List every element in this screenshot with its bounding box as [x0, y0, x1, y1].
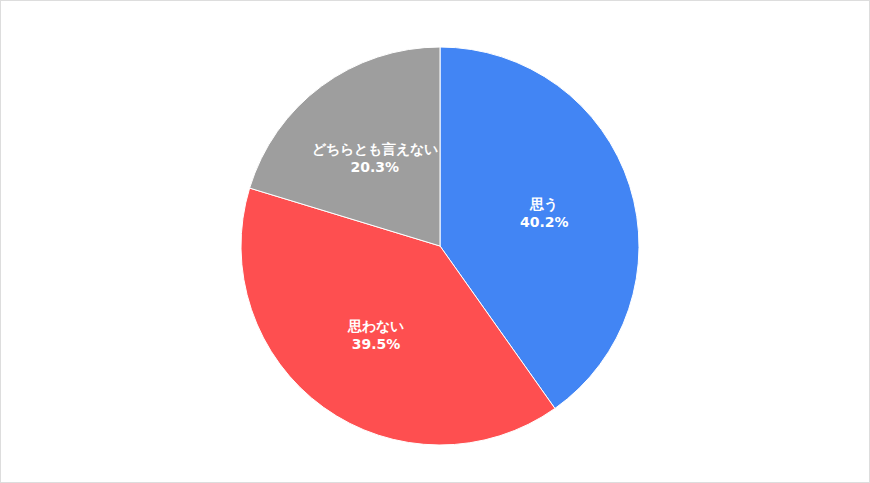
- svg-text:思わない39.5%: 思わない39.5%: [347, 318, 404, 352]
- svg-text:思う40.2%: 思う40.2%: [520, 196, 569, 230]
- svg-text:どちらとも言えない20.3%: どちらとも言えない20.3%: [312, 141, 438, 175]
